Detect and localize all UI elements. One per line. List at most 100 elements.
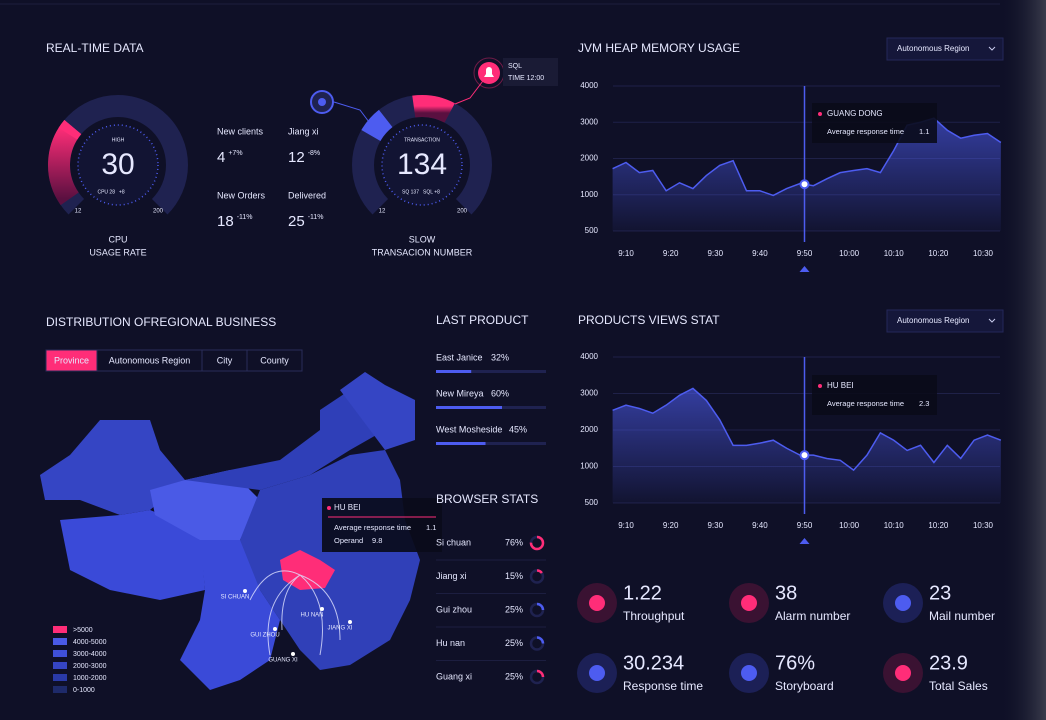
- tooltip-value: 9.8: [372, 536, 382, 545]
- tooltip-value: 1.1: [919, 127, 929, 136]
- kpi-value: 23.9: [929, 652, 968, 674]
- bell-glyph: [484, 67, 494, 77]
- product-value: 60%: [491, 388, 509, 398]
- region: [60, 510, 205, 600]
- browser-name: Gui zhou: [436, 604, 472, 614]
- tooltip-title: HU BEI: [334, 503, 361, 512]
- gauge-min: 12: [379, 209, 386, 215]
- flow-lines: [249, 570, 341, 656]
- legend-swatch: [53, 662, 67, 669]
- legend-label: 4000-5000: [73, 639, 107, 646]
- region: [185, 380, 400, 490]
- kpi-label: Throughput: [623, 609, 685, 623]
- y-tick-label: 3000: [580, 389, 598, 398]
- section-title: BROWSER STATS: [436, 492, 538, 506]
- place-dot: [291, 652, 295, 656]
- kpi-icon: [895, 665, 911, 681]
- tooltip-dot: [818, 112, 822, 116]
- legend-swatch: [53, 626, 67, 633]
- kpi-label: Response time: [623, 679, 703, 693]
- tab[interactable]: [246, 349, 303, 372]
- dropdown-chevron: [988, 318, 996, 323]
- gauge-dial: [77, 124, 159, 206]
- gauge-max: 200: [457, 209, 468, 215]
- tab-label: Autonomous Region: [109, 355, 191, 365]
- dropdown-chevron: [988, 46, 996, 51]
- tooltip: [812, 103, 937, 143]
- gauge-label: TRANSACTION: [404, 137, 440, 143]
- area: [612, 388, 1001, 503]
- tooltip-label: Average response time: [827, 399, 904, 408]
- x-tick-label: 10:00: [839, 521, 860, 530]
- legend-label: 2000-3000: [73, 663, 107, 670]
- hover-marker: [799, 538, 810, 544]
- source-dot: [318, 98, 326, 106]
- tooltip: [812, 375, 937, 415]
- product-bar: [436, 406, 502, 409]
- highlight-region[interactable]: [280, 550, 335, 590]
- kpi-label: Mail number: [929, 609, 995, 623]
- place-dot: [348, 620, 352, 624]
- gauge-min: 12: [75, 209, 82, 215]
- gauge-max: 200: [153, 209, 164, 215]
- dropdown-text: Autonomous Region: [897, 44, 970, 53]
- product-value: 32%: [491, 352, 509, 362]
- kpi-icon: [741, 595, 757, 611]
- gauge-label: HIGH: [112, 137, 125, 143]
- kpi-label: Alarm number: [775, 609, 850, 623]
- stat-label: Jiang xi: [288, 126, 319, 136]
- x-tick-label: 9:20: [663, 521, 679, 530]
- y-tick-label: 500: [585, 226, 599, 235]
- place-label: JIANG XI: [327, 626, 352, 632]
- stat-delta: +7%: [228, 150, 242, 157]
- x-tick-label: 10:30: [973, 521, 994, 530]
- x-tick-label: 9:50: [797, 521, 813, 530]
- ring: [529, 535, 545, 551]
- gauge-caption: CPU: [108, 234, 127, 244]
- tooltip-title: HU BEI: [827, 381, 854, 390]
- dropdown-text: Autonomous Region: [897, 316, 970, 325]
- x-tick-label: 10:30: [973, 249, 994, 258]
- map-tooltip: [322, 498, 442, 552]
- stat-delta: -11%: [237, 214, 253, 221]
- alert-box: [503, 58, 558, 86]
- dropdown[interactable]: [886, 37, 1004, 61]
- tooltip-dot: [327, 506, 331, 510]
- browser-name: Jiang xi: [436, 571, 467, 581]
- ring: [536, 602, 545, 611]
- product-name: East Janice: [436, 352, 483, 362]
- ring: [536, 569, 543, 574]
- stat-value: 25: [288, 213, 305, 230]
- x-tick-label: 10:20: [928, 521, 949, 530]
- chart-title: JVM HEAP MEMORY USAGE: [578, 41, 740, 55]
- kpi-value: 76%: [775, 652, 815, 674]
- kpi-label: Storyboard: [775, 679, 834, 693]
- kpi-label: Total Sales: [929, 679, 988, 693]
- gauge-segment: [412, 95, 455, 123]
- legend-label: >5000: [73, 627, 93, 634]
- edge-shade: [1000, 0, 1046, 720]
- y-tick-label: 2000: [580, 425, 598, 434]
- hover-dot: [799, 179, 810, 190]
- dropdown[interactable]: [886, 309, 1004, 333]
- tab-label: City: [217, 355, 233, 365]
- section-title: LAST PRODUCT: [436, 313, 529, 327]
- product-bar: [436, 442, 486, 445]
- gauge-sub: CPU 28: [97, 189, 115, 195]
- gauge-sub-delta: +8: [119, 189, 125, 195]
- legend-label: 0-1000: [73, 687, 95, 694]
- tooltip-value: 1.1: [426, 523, 436, 532]
- gauge-segment: [58, 120, 82, 140]
- y-tick-label: 1000: [580, 190, 598, 199]
- legend-label: 3000-4000: [73, 651, 107, 658]
- x-tick-label: 10:10: [884, 249, 905, 258]
- browser-value: 15%: [505, 571, 523, 581]
- tooltip-value: 2.3: [919, 399, 929, 408]
- x-tick-label: 9:20: [663, 249, 679, 258]
- region: [40, 420, 185, 515]
- place-dot: [320, 607, 324, 611]
- product-track: [436, 370, 546, 373]
- y-tick-label: 500: [585, 498, 599, 507]
- tooltip-label: Average response time: [827, 127, 904, 136]
- legend-swatch: [53, 650, 67, 657]
